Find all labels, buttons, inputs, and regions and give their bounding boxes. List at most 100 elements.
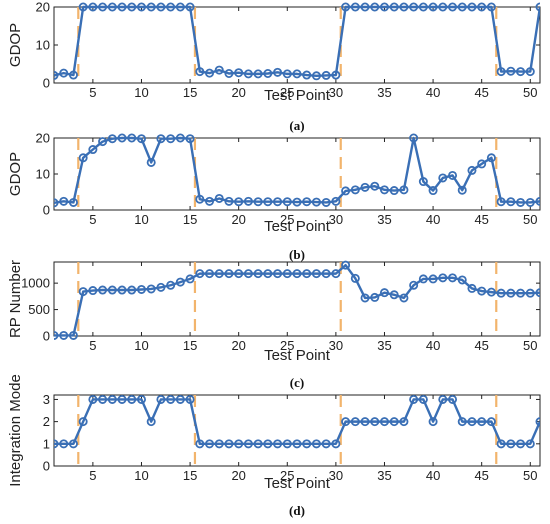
panel-label: (b) <box>289 247 305 262</box>
y-tick-label: 1 <box>43 436 50 451</box>
data-point <box>477 417 487 427</box>
data-point <box>292 439 302 449</box>
data-point <box>311 269 321 279</box>
data-point <box>467 417 477 427</box>
data-point <box>136 134 146 144</box>
y-tick-label: 0 <box>43 459 50 474</box>
x-tick-label: 35 <box>377 212 391 227</box>
data-point <box>438 273 448 283</box>
data-point <box>273 269 283 279</box>
data-point <box>506 197 516 207</box>
y-axis-label: RP Number <box>7 260 24 338</box>
x-tick-label: 45 <box>474 212 488 227</box>
data-point <box>428 186 438 196</box>
data-point <box>292 197 302 207</box>
x-tick-label: 40 <box>426 212 440 227</box>
data-point <box>263 439 273 449</box>
data-point <box>88 394 98 404</box>
data-point <box>535 417 540 427</box>
data-point <box>409 133 419 143</box>
data-point <box>311 439 321 449</box>
x-tick-label: 25 <box>280 468 294 483</box>
data-point <box>175 2 185 12</box>
data-point <box>224 196 234 206</box>
data-point <box>88 145 98 155</box>
y-tick-label: 3 <box>43 392 50 407</box>
data-point <box>321 197 331 207</box>
data-point <box>321 70 331 80</box>
data-point <box>146 417 156 427</box>
data-point <box>467 165 477 175</box>
data-point <box>88 2 98 12</box>
data-point <box>166 280 176 290</box>
data-point <box>341 417 351 427</box>
data-point <box>136 2 146 12</box>
data-point <box>185 394 195 404</box>
data-point <box>389 186 399 196</box>
data-point <box>331 439 341 449</box>
data-point <box>399 2 409 12</box>
data-point <box>360 417 370 427</box>
data-point <box>379 2 389 12</box>
x-tick-label: 20 <box>231 468 245 483</box>
data-point <box>117 394 127 404</box>
data-point <box>389 290 399 300</box>
data-point <box>360 293 370 303</box>
data-point <box>127 2 137 12</box>
data-point <box>409 280 419 290</box>
data-point <box>224 439 234 449</box>
axes-box <box>53 261 541 337</box>
data-point <box>360 2 370 12</box>
x-tick-label: 20 <box>231 85 245 100</box>
x-tick-label: 45 <box>474 338 488 353</box>
data-point <box>175 133 185 143</box>
data-point <box>107 285 117 295</box>
data-point <box>379 185 389 195</box>
data-point <box>370 417 380 427</box>
chart-panel-2: 5 10 15 20 25 30 35 40 45 50 0 10 20 Test Point GDOP (b… <box>7 131 541 262</box>
x-tick-label: 10 <box>134 468 148 483</box>
data-point <box>409 2 419 12</box>
x-tick-label: 50 <box>523 468 537 483</box>
data-point <box>195 439 205 449</box>
data-point <box>516 439 526 449</box>
data-point <box>448 394 458 404</box>
data-point <box>195 194 205 204</box>
data-point <box>68 439 78 449</box>
y-tick-label: 500 <box>28 302 50 317</box>
data-point <box>78 417 88 427</box>
data-point <box>409 394 419 404</box>
data-point <box>234 68 244 78</box>
x-tick-label: 50 <box>523 212 537 227</box>
series-line <box>54 398 540 446</box>
y-axis-label: GDOP <box>7 23 24 67</box>
data-point <box>448 273 458 283</box>
data-point <box>438 2 448 12</box>
x-tick-label: 15 <box>183 212 197 227</box>
x-axis-label: Test Point <box>264 475 331 492</box>
x-tick-label: 5 <box>89 338 96 353</box>
data-point <box>448 2 458 12</box>
y-tick-label: 0 <box>43 76 50 91</box>
data-point <box>214 193 224 203</box>
data-point <box>282 439 292 449</box>
data-point <box>506 439 516 449</box>
data-point <box>350 185 360 195</box>
x-tick-label: 35 <box>377 468 391 483</box>
panel-label: (a) <box>289 118 304 133</box>
data-point <box>273 197 283 207</box>
data-point <box>68 197 78 207</box>
data-point <box>486 153 496 163</box>
data-point <box>370 292 380 302</box>
series-line <box>54 5 540 77</box>
data-point <box>457 185 467 195</box>
data-point <box>214 269 224 279</box>
data-point <box>166 134 176 144</box>
data-point <box>146 157 156 167</box>
x-tick-label: 10 <box>134 212 148 227</box>
data-point <box>156 134 166 144</box>
data-point <box>302 197 312 207</box>
x-tick-label: 15 <box>183 338 197 353</box>
x-axis-label: Test Point <box>264 347 331 364</box>
